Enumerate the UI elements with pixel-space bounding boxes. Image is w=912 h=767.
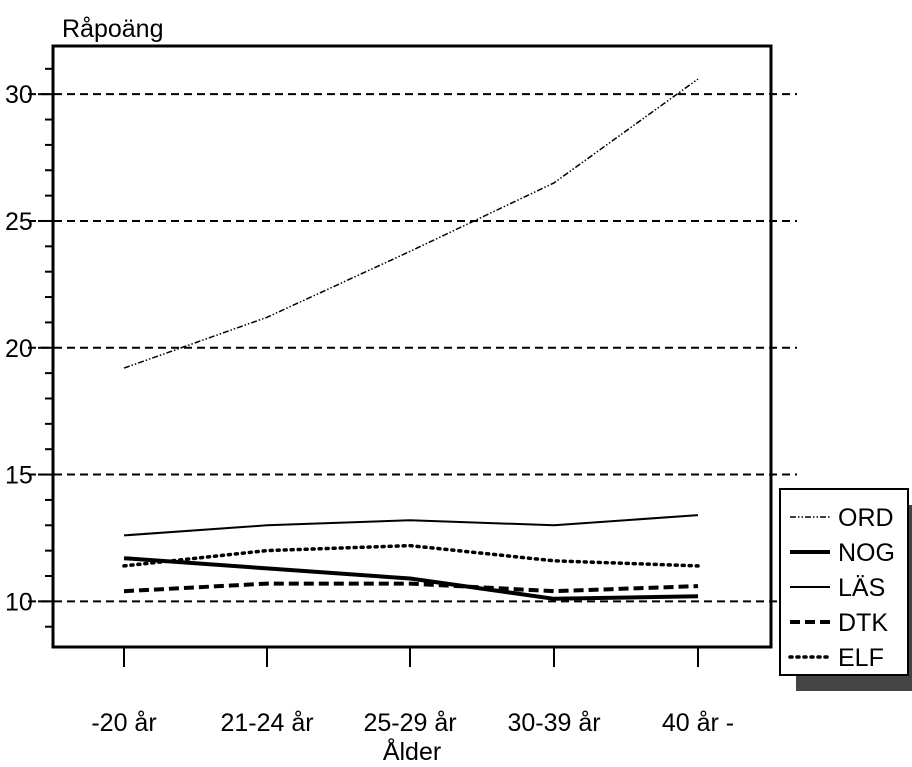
y-axis: 10 15 20 25 30 xyxy=(5,67,53,628)
legend-label: LÄS xyxy=(838,574,885,602)
y-tick-label: 20 xyxy=(5,335,33,363)
x-tick-label: 21-24 år xyxy=(220,709,313,737)
legend-label: ELF xyxy=(838,644,884,672)
plot-frame xyxy=(51,44,773,649)
legend-label: NOG xyxy=(838,539,895,567)
y-tick-label: 10 xyxy=(5,588,33,616)
x-tick-label: -20 år xyxy=(91,709,156,737)
series-line-ord xyxy=(123,78,699,369)
x-tick-label: 25-29 år xyxy=(363,709,456,737)
y-tick-label: 25 xyxy=(5,208,33,236)
series-line-dtk xyxy=(123,581,699,594)
legend-box xyxy=(779,488,909,676)
legend-label: DTK xyxy=(838,609,888,637)
series-line-nog xyxy=(123,556,699,601)
y-tick-label: 30 xyxy=(5,81,33,109)
y-tick-label: 15 xyxy=(5,462,33,490)
series-line-läs xyxy=(123,514,699,537)
x-tick-label: 30-39 år xyxy=(507,709,600,737)
gridlines xyxy=(28,93,797,603)
legend: ORD NOG LÄS DTK ELF xyxy=(779,488,912,691)
y-axis-label: Råpoäng xyxy=(62,15,163,43)
series-lines xyxy=(122,78,700,601)
series-line-elf xyxy=(122,543,700,568)
legend-label: ORD xyxy=(838,504,894,532)
x-axis-label: Ålder xyxy=(383,736,441,766)
x-tick-label: 40 år - xyxy=(662,709,734,737)
x-axis: -20 år 21-24 år 25-29 år 30-39 år 40 år - xyxy=(91,647,734,737)
